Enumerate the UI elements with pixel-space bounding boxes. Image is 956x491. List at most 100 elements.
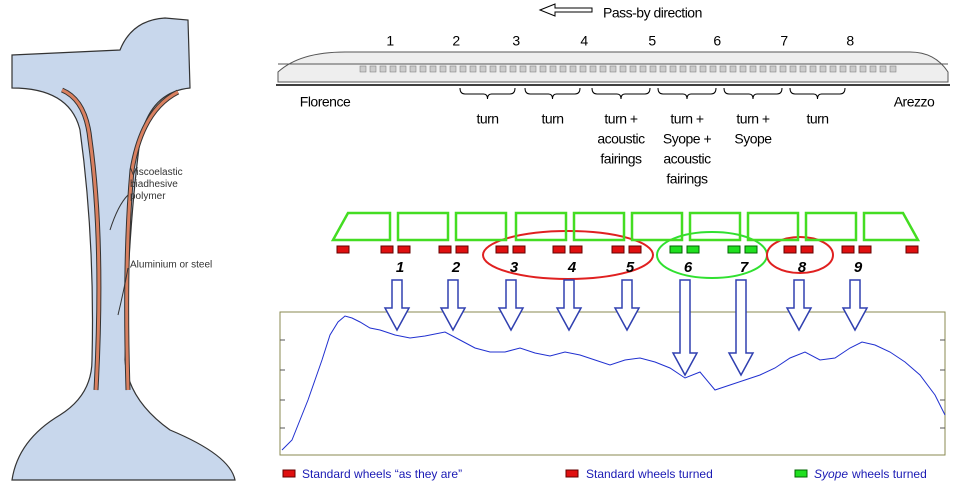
group-label: turn + [670, 111, 704, 127]
legend-rest: wheels turned [851, 467, 927, 481]
window [820, 66, 826, 72]
wheel [337, 246, 349, 253]
car-number: 7 [780, 33, 788, 49]
city: Florence [300, 94, 351, 110]
window [760, 66, 766, 72]
window [750, 66, 756, 72]
window [470, 66, 476, 72]
window [890, 66, 896, 72]
wagon-number: 6 [684, 259, 693, 276]
brace [790, 88, 845, 99]
car-number: 4 [580, 33, 588, 49]
wagon-number: 5 [626, 259, 635, 276]
wheel [687, 246, 699, 253]
window [580, 66, 586, 72]
group-label: fairings [600, 151, 642, 167]
wheel [456, 246, 468, 253]
window [610, 66, 616, 72]
group-label: turn [541, 111, 563, 127]
window [650, 66, 656, 72]
wagon [516, 213, 566, 240]
wheel [496, 246, 508, 253]
wheel [553, 246, 565, 253]
wheel [728, 246, 740, 253]
wagon [632, 213, 682, 240]
window [740, 66, 746, 72]
wagon-number: 1 [396, 259, 404, 276]
group-label: acoustic [663, 151, 711, 167]
window [680, 66, 686, 72]
window [530, 66, 536, 72]
window [690, 66, 696, 72]
wheel [801, 246, 813, 253]
window [550, 66, 556, 72]
group-label: turn [476, 111, 498, 127]
wagon [690, 213, 740, 240]
wagon [748, 213, 798, 240]
wagon [806, 213, 856, 240]
wagon-number: 7 [740, 259, 749, 276]
direction-arrow [540, 4, 592, 16]
wheel [612, 246, 624, 253]
wagon-number: 8 [798, 259, 807, 276]
legend-swatch [795, 470, 807, 477]
wagon-number: 9 [854, 259, 863, 276]
legend-label: Standard wheels “as they are” [302, 467, 462, 481]
brace [724, 88, 782, 99]
wagon [864, 213, 918, 240]
wheel [439, 246, 451, 253]
window [420, 66, 426, 72]
window [800, 66, 806, 72]
window [410, 66, 416, 72]
brace [592, 88, 650, 99]
window [390, 66, 396, 72]
rail-label: Viscoelasticbiadhesivepolymer [130, 167, 183, 202]
direction-label: Pass-by direction [603, 5, 702, 21]
legend-swatch [283, 470, 295, 477]
wagon [456, 213, 506, 240]
wheel [784, 246, 796, 253]
window [670, 66, 676, 72]
window [570, 66, 576, 72]
wagon [333, 213, 390, 240]
car-number: 8 [846, 33, 854, 49]
wheel [381, 246, 393, 253]
legend-emph: Syope [814, 467, 848, 481]
window [600, 66, 606, 72]
window [450, 66, 456, 72]
window [660, 66, 666, 72]
window [810, 66, 816, 72]
wheel [842, 246, 854, 253]
car-number: 1 [386, 33, 394, 49]
window [440, 66, 446, 72]
group-label: Syope + [663, 131, 712, 147]
window [460, 66, 466, 72]
window [540, 66, 546, 72]
group-label: turn + [604, 111, 638, 127]
window [850, 66, 856, 72]
group-label: fairings [666, 171, 708, 187]
car-number: 5 [648, 33, 656, 49]
group-label: Syope [734, 131, 772, 147]
window [710, 66, 716, 72]
brace [658, 88, 716, 99]
figure: Viscoelasticbiadhesivepolymer Aluminium … [0, 0, 956, 486]
city: Arezzo [894, 94, 935, 110]
window [840, 66, 846, 72]
window [730, 66, 736, 72]
car-number: 3 [512, 33, 520, 49]
brace [460, 88, 515, 99]
window [370, 66, 376, 72]
window [380, 66, 386, 72]
plot-frame [280, 312, 945, 455]
wheel [906, 246, 918, 253]
wagon-number: 2 [451, 259, 461, 276]
window [520, 66, 526, 72]
wheel [398, 246, 410, 253]
window [590, 66, 596, 72]
group-label: turn [806, 111, 828, 127]
wagon-number: 3 [510, 259, 519, 276]
window [620, 66, 626, 72]
window [630, 66, 636, 72]
window [510, 66, 516, 72]
